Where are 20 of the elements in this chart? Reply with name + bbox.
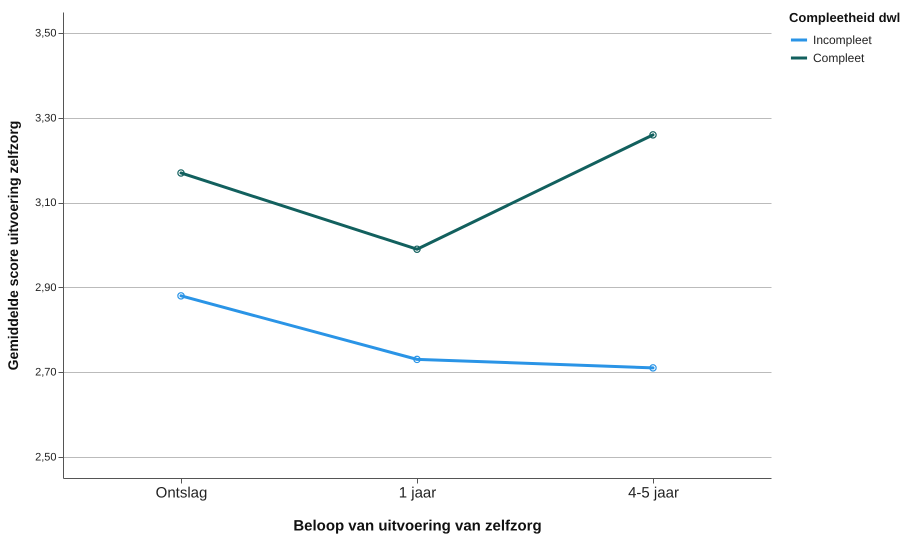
point (177, 292, 185, 300)
y-axis-title: Gemiddelde score uitvoering zelfzorg (5, 120, 22, 370)
x-tick-label: Ontslag (156, 484, 208, 502)
x-tick-label: 1 jaar (398, 484, 436, 502)
legend-label: Incompleet (813, 33, 872, 47)
y-tick-label: 2,70 (35, 366, 56, 379)
point (413, 245, 421, 253)
point (413, 356, 421, 364)
y-tick-label: 2,90 (35, 282, 56, 294)
legend-title: Compleetheid dwl (789, 10, 900, 25)
y-tick-label: 3,50 (35, 28, 56, 40)
y-tick-label: 3,10 (35, 197, 56, 210)
y-tick-label: 2,50 (35, 451, 56, 464)
x-tick-label: 4-5 jaar (628, 484, 679, 502)
point (177, 169, 185, 177)
point (649, 131, 657, 139)
y-tick-label: 3,30 (35, 112, 56, 124)
legend-label: Compleet (813, 51, 866, 65)
point (649, 364, 657, 372)
x-axis-title: Beloop van uitvoering van zelfzorg (293, 518, 542, 534)
